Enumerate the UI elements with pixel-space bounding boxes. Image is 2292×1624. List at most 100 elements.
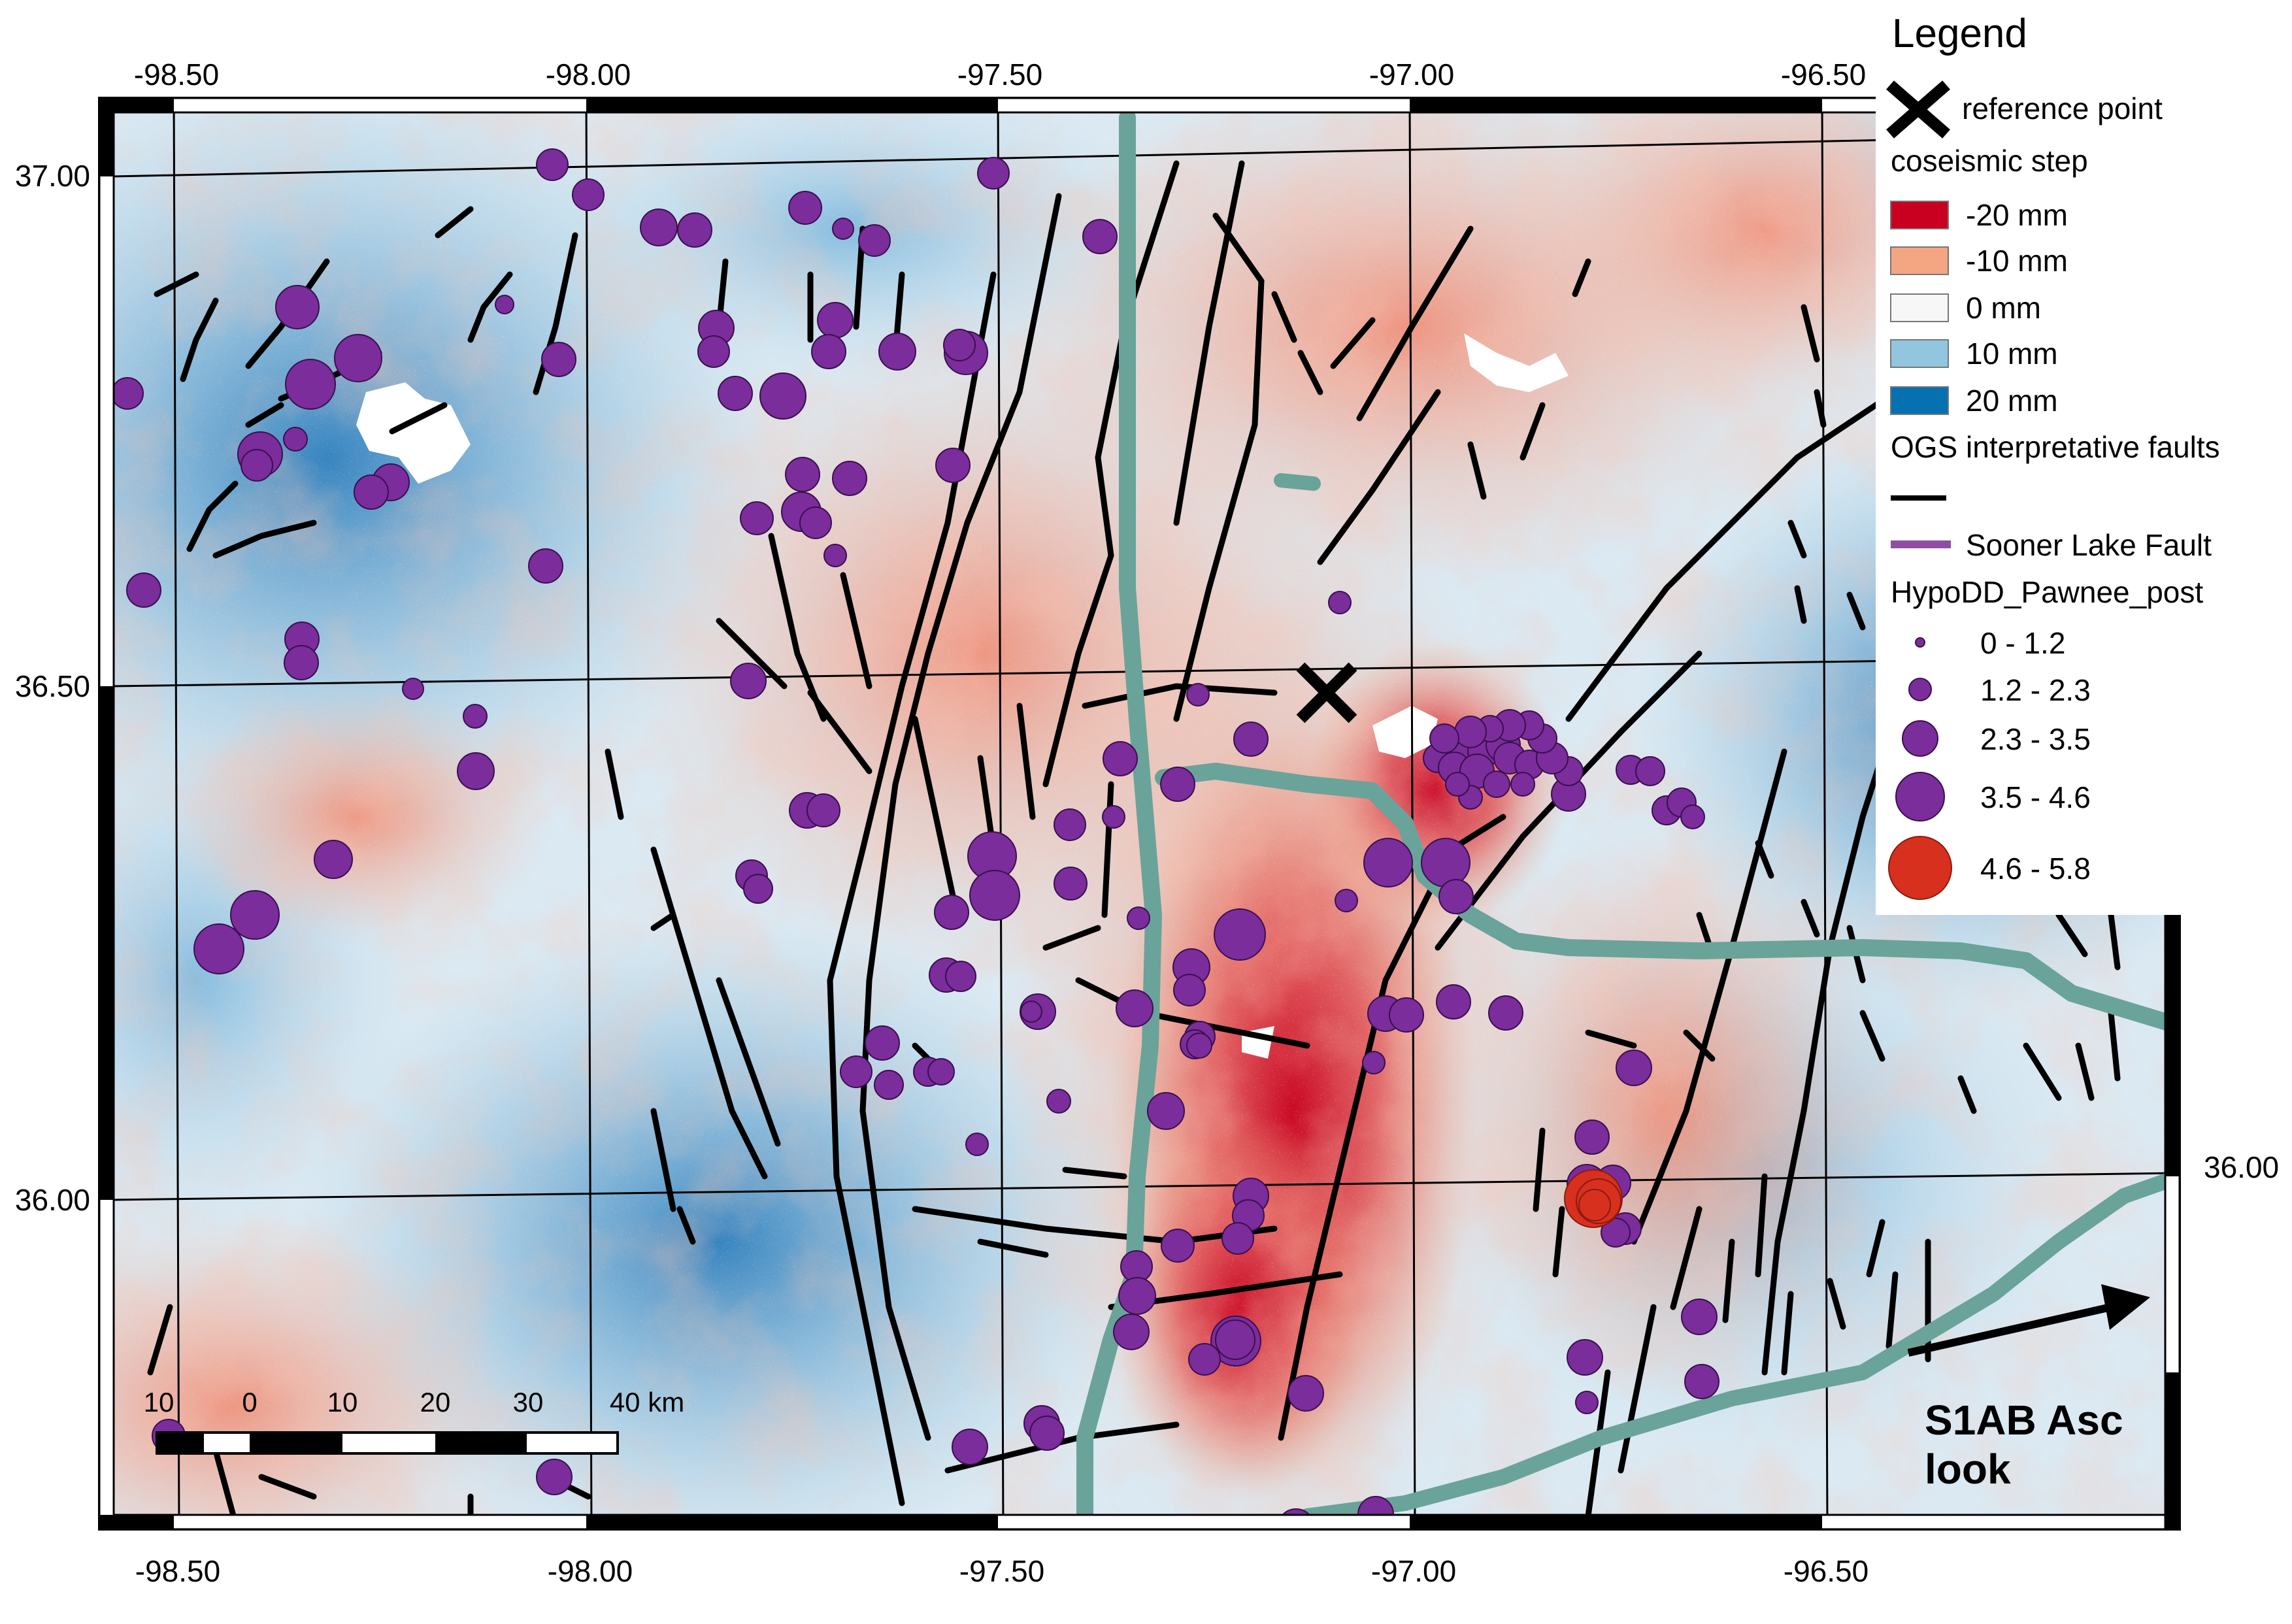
x-tick-top: -97.00 [1369, 58, 1454, 91]
x-tick-bottom: -97.50 [959, 1554, 1044, 1588]
earthquake-symbol [1102, 805, 1125, 829]
earthquake-symbol [1147, 1092, 1185, 1130]
earthquake-symbol [463, 704, 488, 729]
legend-coseismic-label: 20 mm [1966, 384, 2058, 418]
earthquake-symbol [354, 474, 389, 510]
reference-point-marker [1296, 662, 1357, 723]
earthquake-symbol [1389, 997, 1424, 1033]
earthquake-symbol [806, 793, 840, 827]
earthquake-symbol [965, 1133, 989, 1156]
x-tick-top: -98.00 [546, 58, 631, 91]
earthquake-symbol [285, 359, 336, 410]
scale-label: 0 [242, 1387, 257, 1417]
earthquake-symbol [536, 148, 569, 181]
legend-magnitude-label: 4.6 - 5.8 [1980, 852, 2091, 886]
earthquake-symbol [1054, 808, 1086, 841]
earthquake-symbol [832, 218, 854, 240]
earthquake-symbol [1054, 867, 1088, 901]
earthquake-symbol [402, 678, 424, 700]
legend-magnitude-label: 1.2 - 2.3 [1980, 673, 2091, 707]
earthquake-symbol [1046, 1089, 1071, 1114]
earthquake-symbol [934, 895, 969, 930]
hypodd-earthquakes [112, 148, 1719, 1529]
earthquake-symbol [759, 373, 806, 420]
legend-magnitude-label: 3.5 - 4.6 [1980, 780, 2091, 814]
legend-coseismic-label: -10 mm [1966, 244, 2068, 278]
earthquake-symbol [640, 208, 678, 246]
legend-sooner-lake-label: Sooner Lake Fault [1966, 528, 2212, 562]
earthquake-symbol [1215, 1319, 1255, 1360]
earthquake-symbol [572, 178, 605, 211]
earthquake-symbol [1188, 1343, 1221, 1376]
legend-magnitude-label: 2.3 - 3.5 [1980, 722, 2091, 756]
earthquake-symbol [284, 645, 319, 680]
earthquake-symbol [1160, 767, 1195, 802]
legend-coseismic-label: 10 mm [1966, 337, 2058, 371]
earthquake-symbol [945, 961, 976, 992]
earthquake-symbol [1680, 804, 1705, 829]
earthquake-symbol [878, 333, 916, 371]
earthquake-symbol [817, 302, 854, 339]
legend-coseismic-label: -20 mm [1966, 198, 2068, 232]
x-tick-bottom: -97.00 [1371, 1554, 1456, 1588]
earthquake-symbol [865, 1025, 900, 1061]
x-tick-bottom: -98.00 [548, 1554, 633, 1588]
earthquake-symbol [1328, 591, 1352, 614]
legend-reference-label: reference point [1962, 91, 2163, 125]
earthquake-symbol [1363, 838, 1413, 887]
earthquake-symbol [799, 506, 832, 539]
legend-magnitude-symbol [1902, 720, 1938, 757]
earthquake-symbol [528, 548, 563, 584]
earthquake-symbol [112, 377, 144, 410]
x-tick-bottom: -98.50 [135, 1554, 220, 1588]
earthquake-symbol [1186, 1033, 1212, 1059]
earthquake-symbol [241, 449, 273, 482]
earthquake-symbol [1567, 1339, 1603, 1376]
earthquake-symbol [874, 1070, 904, 1100]
legend-faults-title: OGS interpretative faults [1891, 430, 2220, 464]
earthquake-symbol [1483, 771, 1510, 798]
earthquake-symbol [1335, 889, 1358, 912]
earthquake-symbol [283, 427, 308, 452]
earthquake-symbol [1684, 1364, 1719, 1399]
earthquake-symbol [743, 874, 773, 904]
y-tick-left: 37.00 [15, 159, 90, 193]
earthquake-symbol [1681, 1299, 1718, 1335]
earthquake-symbol [230, 890, 280, 940]
x-tick-top: -96.50 [1781, 58, 1866, 91]
axis-tick-labels: -98.50 -98.00 -97.50 -97.00 -96.50 -98.5… [15, 58, 2287, 1588]
earthquake-symbol [1113, 1314, 1150, 1350]
earthquake-symbol [1186, 683, 1210, 706]
scale-label: 10 [144, 1387, 174, 1417]
earthquake-symbol [788, 191, 822, 225]
scale-label: 10 [327, 1387, 358, 1417]
scale-label: 30 [513, 1387, 544, 1417]
legend-background [1876, 0, 2292, 915]
legend-magnitude-symbol [1908, 678, 1932, 701]
earthquake-symbol [1029, 1416, 1065, 1451]
legend-magnitude-label: 0 - 1.2 [1980, 626, 2065, 660]
legend-color-swatch [1890, 386, 1949, 415]
legend-hypodd-title: HypoDD_Pawnee_post [1891, 575, 2203, 609]
earthquake-symbol [943, 329, 976, 361]
earthquake-symbol [1103, 741, 1138, 776]
legend-title: Legend [1892, 11, 2027, 56]
earthquake-symbol [677, 212, 712, 248]
scale-label: 20 [420, 1387, 451, 1417]
earthquake-symbol [541, 342, 576, 377]
earthquake-symbol [495, 295, 514, 314]
earthquake-symbol [275, 285, 320, 329]
legend: Legend reference point coseismic step -2… [1876, 0, 2292, 915]
map-frame [98, 97, 2181, 1531]
earthquake-symbol [1161, 1229, 1195, 1263]
earthquake-symbol [536, 1459, 573, 1495]
earthquake-symbol [1429, 723, 1459, 754]
earthquake-symbol [1233, 721, 1269, 757]
look-label-line2: look [1925, 1446, 2011, 1493]
earthquake-symbol [1118, 1277, 1156, 1315]
legend-color-swatch [1890, 293, 1949, 322]
earthquake-symbol [1445, 772, 1470, 797]
lake-no-data [1372, 706, 1438, 758]
scale-label: 40 km [610, 1387, 684, 1417]
